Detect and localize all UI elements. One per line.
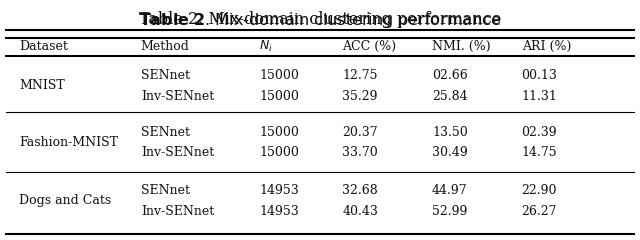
Text: SENnet: SENnet <box>141 126 190 138</box>
Text: $N_i$: $N_i$ <box>259 39 273 54</box>
Text: Method: Method <box>141 40 189 53</box>
Text: 14953: 14953 <box>259 205 299 218</box>
Text: 40.43: 40.43 <box>342 205 378 218</box>
Text: ACC (%): ACC (%) <box>342 40 397 53</box>
Text: 02.66: 02.66 <box>432 69 468 82</box>
Text: 12.75: 12.75 <box>342 69 378 82</box>
Text: 00.13: 00.13 <box>522 69 557 82</box>
Text: 11.31: 11.31 <box>522 90 557 102</box>
Text: 26.27: 26.27 <box>522 205 557 218</box>
Text: Inv-SENnet: Inv-SENnet <box>141 146 214 159</box>
Text: $\bf{Table\ 2}$. Mix-domain clustering performance: $\bf{Table\ 2}$. Mix-domain clustering p… <box>139 11 501 30</box>
Text: 13.50: 13.50 <box>432 126 468 138</box>
Text: Dataset: Dataset <box>19 40 68 53</box>
Text: 25.84: 25.84 <box>432 90 468 102</box>
Text: 52.99: 52.99 <box>432 205 467 218</box>
Text: 20.37: 20.37 <box>342 126 378 138</box>
Text: SENnet: SENnet <box>141 184 190 197</box>
Text: Inv-SENnet: Inv-SENnet <box>141 205 214 218</box>
Text: SENnet: SENnet <box>141 69 190 82</box>
Text: NMI. (%): NMI. (%) <box>432 40 491 53</box>
Text: MNIST: MNIST <box>19 79 65 92</box>
Text: 33.70: 33.70 <box>342 146 378 159</box>
Text: 30.49: 30.49 <box>432 146 468 159</box>
Text: 35.29: 35.29 <box>342 90 378 102</box>
Text: 15000: 15000 <box>259 146 299 159</box>
Text: 15000: 15000 <box>259 69 299 82</box>
Text: Dogs and Cats: Dogs and Cats <box>19 194 111 207</box>
Text: 22.90: 22.90 <box>522 184 557 197</box>
Text: 14.75: 14.75 <box>522 146 557 159</box>
Text: ARI (%): ARI (%) <box>522 40 571 53</box>
Text: 15000: 15000 <box>259 126 299 138</box>
Text: Fashion-MNIST: Fashion-MNIST <box>19 136 118 149</box>
Text: 44.97: 44.97 <box>432 184 468 197</box>
Text: Inv-SENnet: Inv-SENnet <box>141 90 214 102</box>
Text: 14953: 14953 <box>259 184 299 197</box>
Text: 02.39: 02.39 <box>522 126 557 138</box>
Text: Table 2. Mix-domain clustering performance: Table 2. Mix-domain clustering performan… <box>139 11 501 28</box>
Text: 32.68: 32.68 <box>342 184 378 197</box>
Text: 15000: 15000 <box>259 90 299 102</box>
